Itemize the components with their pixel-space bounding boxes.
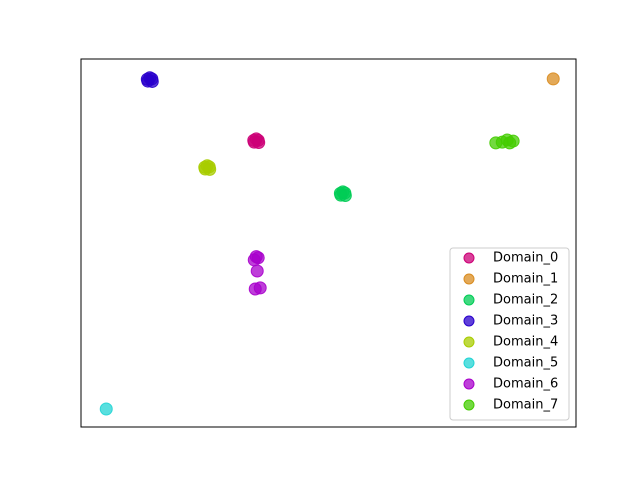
point [249, 250, 263, 264]
point [99, 402, 113, 416]
legend-box [449, 247, 570, 421]
point [546, 72, 560, 86]
point [250, 264, 264, 278]
legend-label: Domain_2 [493, 293, 558, 308]
legend-marker [463, 252, 475, 264]
legend-label: Domain_3 [493, 314, 558, 329]
legend-label: Domain_5 [493, 356, 558, 371]
legend-label: Domain_6 [493, 377, 558, 392]
legend-label: Domain_7 [493, 398, 558, 413]
legend-marker [463, 336, 475, 348]
point [253, 281, 267, 295]
legend-marker [463, 315, 475, 327]
point [145, 74, 159, 88]
legend-marker [463, 273, 475, 285]
legend-marker [463, 294, 475, 306]
legend-label: Domain_0 [493, 251, 558, 266]
plot-frame [80, 58, 577, 428]
legend-marker [463, 378, 475, 390]
point [203, 162, 217, 176]
legend-label: Domain_1 [493, 272, 558, 287]
legend-label: Domain_4 [493, 335, 558, 350]
legend-marker [463, 399, 475, 411]
legend-marker [463, 357, 475, 369]
point [338, 189, 352, 203]
point [503, 136, 517, 150]
point [252, 136, 266, 150]
